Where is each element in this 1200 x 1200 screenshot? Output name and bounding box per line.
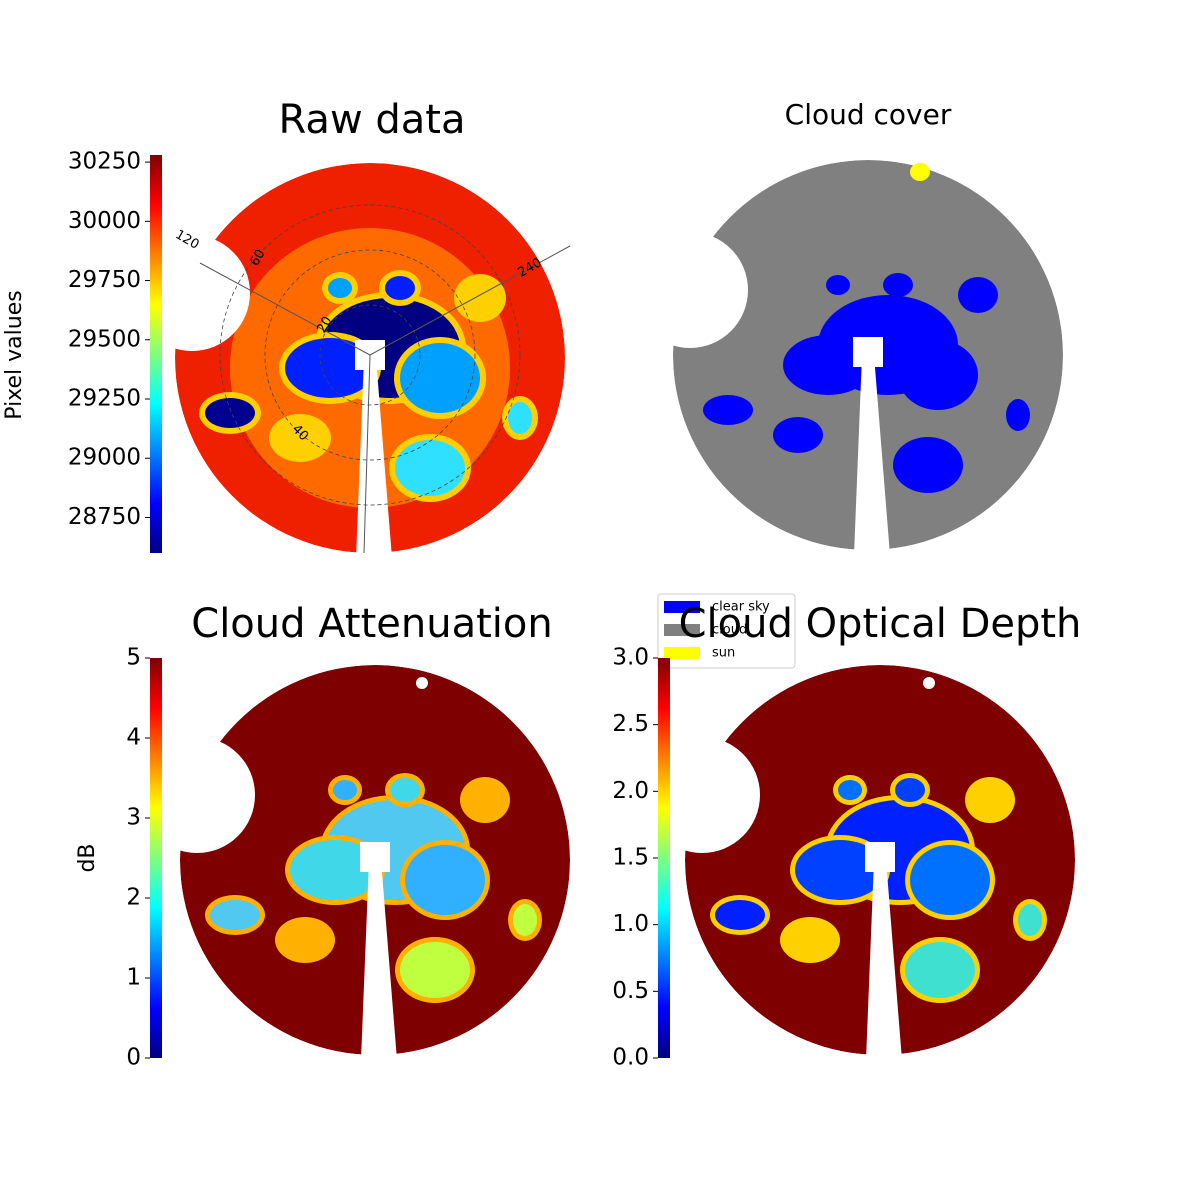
sky-blob (893, 437, 963, 493)
chart-title: Raw data (279, 97, 466, 143)
sky-blob (290, 840, 380, 900)
sky-blob (715, 900, 765, 930)
polar-ring (319, 304, 421, 406)
sky-blob (465, 782, 505, 818)
chart-title: Cloud Attenuation (191, 601, 552, 647)
polar-axis (363, 354, 371, 554)
sky-blob (783, 335, 873, 395)
sky-blob (838, 780, 862, 800)
sky-blob (405, 845, 485, 915)
sun-mask (416, 677, 428, 689)
sky-blob (895, 778, 925, 802)
sky-blob (826, 275, 850, 295)
sky-blob (883, 273, 913, 297)
legend-swatch (664, 601, 700, 613)
sky-blob (785, 922, 835, 958)
colorbar-label: dB (75, 843, 100, 872)
colorbar-tick-label: 1 (126, 965, 141, 991)
colorbar-tick-label: 1.0 (612, 911, 649, 937)
sky-image (685, 665, 1075, 1055)
colorbar-tick-label: 0.0 (612, 1045, 649, 1071)
colorbar-tick-label: 2 (126, 885, 141, 911)
colorbar-tick-label: 30000 (68, 208, 141, 234)
polar-ring (264, 249, 476, 461)
legend-label: cloud (712, 623, 747, 638)
colorbar-tick-label: 29750 (68, 267, 141, 293)
polar-axis (369, 245, 571, 356)
sky-blob (333, 780, 357, 800)
chart-title: Cloud cover (785, 98, 952, 131)
sky-blob (795, 840, 885, 900)
colorbar-tick-label: 29000 (68, 445, 141, 471)
sky-pixels (685, 665, 1075, 1055)
sky-blob (328, 278, 352, 298)
legend-swatch (664, 647, 700, 659)
sky-pixels (673, 160, 1063, 550)
colorbar-tick-label: 3.0 (612, 645, 649, 671)
sky-blob (905, 942, 975, 998)
sky-blob (400, 942, 470, 998)
sky-image (180, 665, 570, 1055)
sky-blob (280, 922, 330, 958)
sky-blob (513, 904, 537, 936)
colorbar-tick-label: 3 (126, 805, 141, 831)
colorbar-tick-label: 5 (126, 645, 141, 671)
colorbar-tick-label: 29500 (68, 326, 141, 352)
legend-label: clear sky (712, 600, 770, 615)
sky-blob (390, 778, 420, 802)
sky-blob (898, 340, 978, 410)
polar-ring (219, 204, 521, 506)
sky-blob (205, 398, 255, 428)
polar-axis (199, 262, 371, 356)
sky-blob (285, 338, 375, 398)
sky-blob (970, 782, 1010, 818)
polar-label: 120 (172, 227, 201, 252)
colorbar-tick-label: 1.5 (612, 845, 649, 871)
colorbar (150, 155, 162, 553)
legend-swatch (664, 624, 700, 636)
sky-image (673, 160, 1063, 550)
polar-label: 20 (314, 314, 335, 336)
sky-blob (773, 417, 823, 453)
sky-blob (210, 900, 260, 930)
sky-pixels (180, 665, 570, 1055)
colorbar-tick-label: 4 (126, 725, 141, 751)
sky-blob (508, 402, 532, 434)
sun (910, 163, 930, 181)
sky-blob (400, 343, 480, 413)
colorbar (658, 658, 670, 1058)
sky-blob (910, 845, 990, 915)
colorbar-tick-label: 0.5 (612, 978, 649, 1004)
sky-blob (395, 440, 465, 496)
polar-label: 60 (247, 247, 268, 269)
sky-blob (275, 420, 325, 456)
colorbar-tick-label: 30250 (68, 149, 141, 175)
sky-blob (460, 280, 500, 316)
colorbar-tick-label: 0 (126, 1045, 141, 1071)
colorbar-tick-label: 28750 (68, 504, 141, 530)
colorbar-label: Pixel values (2, 290, 27, 419)
colorbar-tick-label: 29250 (68, 386, 141, 412)
sky-blob (385, 276, 415, 300)
colorbar-tick-label: 2.0 (612, 778, 649, 804)
sky-pixels (175, 163, 565, 553)
sky-blob (1006, 399, 1030, 431)
sky-blob (703, 395, 753, 425)
sun-mask (923, 677, 935, 689)
sky-blob (1018, 904, 1042, 936)
legend-label: sun (712, 646, 735, 661)
sky-blob (958, 277, 998, 313)
colorbar-tick-label: 2.5 (612, 711, 649, 737)
chart-title: Cloud Optical Depth (679, 601, 1082, 647)
colorbar (150, 658, 162, 1058)
